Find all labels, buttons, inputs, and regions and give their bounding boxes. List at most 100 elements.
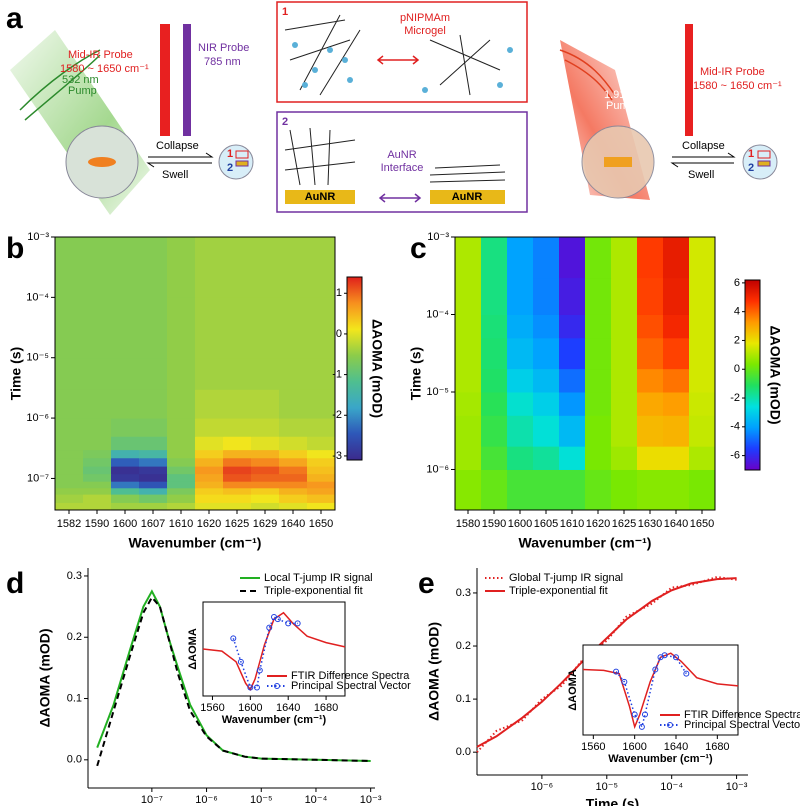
- heatmap-cell: [279, 457, 308, 467]
- heatmap-cell: [195, 436, 224, 451]
- heatmap-cell: [139, 297, 168, 359]
- heatmap-cell: [139, 473, 168, 482]
- legend-label: Principal Spectral Vector: [291, 680, 411, 692]
- legend-label: Triple-exponential fit: [509, 585, 608, 597]
- x-tick-label: 1629: [253, 518, 277, 530]
- heatmap-cell: [663, 446, 690, 470]
- heatmap-cell: [663, 314, 690, 339]
- colorbar: [744, 279, 761, 471]
- y-tick-label: 10⁻⁷: [27, 472, 49, 484]
- polymer-network: [284, 127, 506, 186]
- heatmap-cell: [279, 473, 308, 482]
- x-tick-label: 10⁻⁵: [595, 781, 618, 793]
- heatmap-cell: [611, 415, 638, 447]
- heatmap-cell: [689, 391, 716, 416]
- heatmap-cell: [455, 314, 482, 339]
- heatmap-cell: [251, 473, 280, 482]
- x-tick-label: 1640: [664, 741, 688, 753]
- x-tick-label: 1582: [57, 518, 81, 530]
- heatmap-cell: [111, 466, 140, 475]
- heatmap-cell: [195, 357, 224, 390]
- y-tick-label: 0.3: [67, 570, 82, 582]
- heatmap-cell: [637, 237, 664, 279]
- marker: [638, 723, 645, 730]
- heatmap-cell: [307, 502, 336, 511]
- heatmap-cell: [307, 473, 336, 482]
- y-tick-label: 10⁻⁴: [426, 308, 449, 320]
- marker: [661, 652, 668, 659]
- series-line: [476, 575, 737, 753]
- heatmap-cell: [111, 418, 140, 437]
- substrate: [430, 190, 505, 204]
- heatmap-cell: [167, 473, 196, 482]
- panel-label: b: [6, 232, 24, 265]
- legend-label: Local T-jump IR signal: [264, 572, 373, 584]
- box-1: [276, 1, 528, 103]
- panel-a: a 532 nm Pump Mid-IR Probe 1580 ~ 1650 c…: [6, 1, 782, 215]
- heatmap-cell: [195, 297, 224, 359]
- heatmap-cell: [55, 466, 84, 475]
- heatmap-cell: [195, 473, 224, 482]
- marker: [642, 711, 648, 718]
- x-tick-label: 1590: [482, 518, 506, 530]
- heatmap-cell: [83, 466, 112, 475]
- x-tick-label: 1560: [581, 741, 605, 753]
- x-tick-label: 1625: [225, 518, 249, 530]
- y-tick-label: 0.1: [456, 693, 471, 705]
- heatmap-cell: [195, 502, 224, 511]
- legend-label: Principal Spectral Vector: [684, 719, 800, 731]
- y-tick-label: 10⁻⁵: [426, 386, 449, 398]
- colorbar-tick-label: -3: [332, 450, 342, 462]
- heatmap-cell: [611, 469, 638, 511]
- heatmap-cell: [195, 418, 224, 437]
- heatmap-cell: [663, 237, 690, 279]
- heatmap-cell: [307, 481, 336, 489]
- heatmap-cell: [585, 391, 612, 416]
- probe-label: 785 nm: [204, 56, 241, 68]
- heatmap-cell: [167, 357, 196, 390]
- heatmap-cell: [689, 337, 716, 370]
- y-axis-title: ΔAOMA (mOD): [426, 622, 442, 721]
- x-tick-label: 1580: [456, 518, 480, 530]
- aunr: [88, 157, 116, 167]
- heatmap-cell: [55, 418, 84, 437]
- heatmap-cell: [507, 314, 534, 339]
- heatmap-cell: [167, 418, 196, 437]
- legend-label: Triple-exponential fit: [264, 585, 363, 597]
- x-tick-label: 10⁻⁵: [250, 794, 273, 806]
- heatmap-cell: [689, 277, 716, 315]
- heatmap-cell: [55, 436, 84, 451]
- heatmap-cell: [195, 449, 224, 459]
- heatmap-cell: [251, 436, 280, 451]
- heatmap-cell: [637, 314, 664, 339]
- heatmap-cell: [507, 469, 534, 511]
- marker: [230, 635, 237, 642]
- substrate-label: AuNR: [452, 191, 483, 203]
- heatmap-cell: [223, 436, 252, 451]
- heatmap-cell: [611, 391, 638, 416]
- colorbar-tick-label: 0: [336, 328, 342, 340]
- heatmap-cell: [223, 473, 252, 482]
- heatmap-cell: [611, 446, 638, 470]
- heatmap-cell: [139, 389, 168, 419]
- heatmap-cell: [167, 457, 196, 467]
- x-tick-label: 1620: [586, 518, 610, 530]
- x-tick-label: 1610: [169, 518, 193, 530]
- box-number: 1: [282, 6, 288, 18]
- panel-label: c: [410, 232, 427, 265]
- heatmap-cell: [167, 494, 196, 503]
- series-line: [476, 577, 737, 748]
- heatmap-cell: [533, 446, 560, 470]
- marker: [266, 624, 273, 631]
- heatmap-cell: [223, 487, 252, 495]
- probe-beam: [685, 24, 693, 136]
- pump-label: 1.91 μm: [604, 89, 644, 101]
- heatmap-cell: [637, 337, 664, 370]
- heatmap-cell: [55, 457, 84, 467]
- heatmap-cell: [585, 277, 612, 315]
- region-2: [757, 160, 771, 167]
- arrow-label: Collapse: [682, 140, 725, 152]
- heatmap-cell: [307, 357, 336, 390]
- equilibrium-arrow: [146, 152, 214, 168]
